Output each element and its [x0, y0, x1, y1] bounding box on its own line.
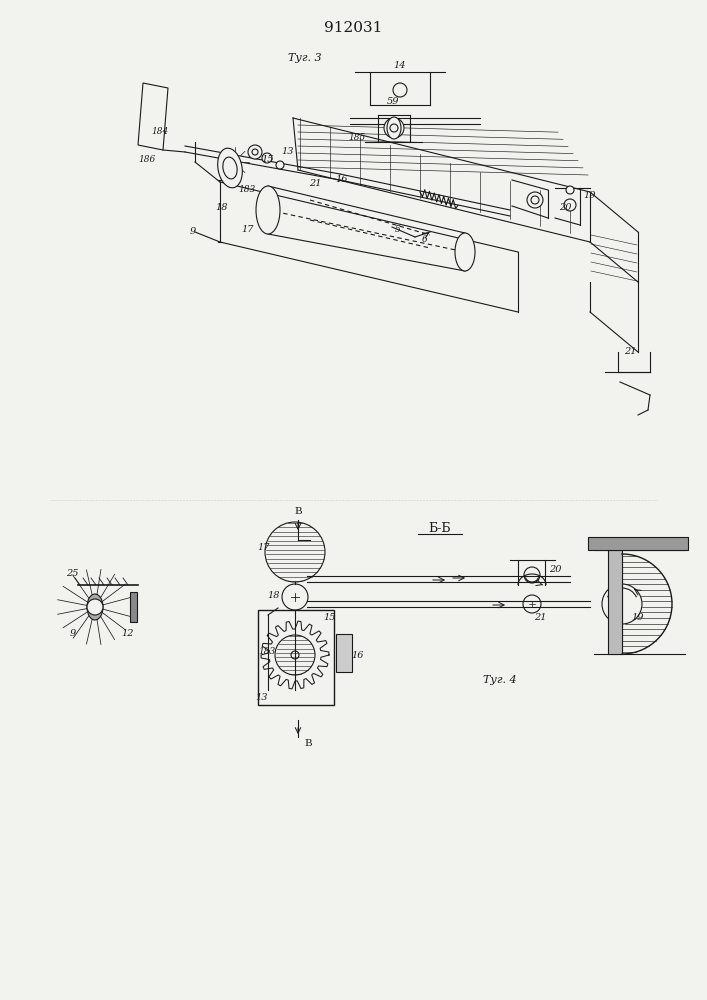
Text: 20: 20 [559, 202, 571, 212]
Circle shape [248, 145, 262, 159]
Circle shape [527, 192, 543, 208]
Polygon shape [138, 83, 168, 150]
Circle shape [390, 124, 398, 132]
Ellipse shape [87, 594, 103, 620]
Circle shape [87, 599, 103, 615]
Text: 15: 15 [324, 613, 337, 622]
Text: Б-Б: Б-Б [428, 522, 451, 534]
Text: 19: 19 [584, 190, 596, 200]
Circle shape [384, 118, 404, 138]
Text: 186: 186 [139, 155, 156, 164]
Text: 9: 9 [190, 228, 196, 236]
Text: Τуг. 4: Τуг. 4 [483, 675, 517, 685]
Text: 18: 18 [216, 202, 228, 212]
Ellipse shape [218, 148, 243, 188]
Text: 12: 12 [122, 629, 134, 638]
Ellipse shape [256, 186, 280, 234]
Bar [258, 610, 334, 705]
Text: В: В [294, 508, 302, 516]
Text: 25: 25 [66, 568, 78, 578]
Circle shape [393, 83, 407, 97]
Text: 6: 6 [422, 235, 428, 244]
Text: 16: 16 [336, 176, 349, 184]
Text: 15: 15 [262, 155, 274, 164]
Text: 17: 17 [242, 226, 255, 234]
Text: 19: 19 [632, 613, 644, 622]
Text: В: В [304, 740, 312, 748]
Text: 16: 16 [352, 650, 364, 660]
Text: 183: 183 [258, 648, 276, 656]
Text: Τуг. 3: Τуг. 3 [288, 53, 322, 63]
Ellipse shape [455, 233, 475, 271]
Bar [588, 537, 688, 550]
Bar [336, 634, 352, 672]
Bar [130, 592, 137, 622]
Circle shape [564, 199, 576, 211]
Text: 912031: 912031 [324, 21, 382, 35]
Bar [608, 550, 622, 654]
Text: 5: 5 [395, 226, 401, 234]
Text: 17: 17 [258, 542, 270, 552]
Circle shape [276, 161, 284, 169]
Text: 184: 184 [151, 127, 169, 136]
Text: 9: 9 [70, 629, 76, 638]
Ellipse shape [223, 157, 237, 179]
Circle shape [531, 196, 539, 204]
Text: 59: 59 [387, 98, 399, 106]
Text: 21: 21 [309, 180, 321, 188]
Circle shape [252, 149, 258, 155]
Text: 21: 21 [624, 348, 636, 357]
Text: 183: 183 [238, 186, 256, 194]
Text: 13: 13 [256, 694, 268, 702]
Text: 18: 18 [268, 590, 280, 599]
Text: 185: 185 [349, 133, 366, 142]
Text: 20: 20 [549, 566, 561, 574]
Ellipse shape [387, 117, 401, 139]
Text: 14: 14 [394, 62, 407, 70]
Text: 13: 13 [282, 147, 294, 156]
Text: 21: 21 [534, 612, 547, 621]
Circle shape [566, 186, 574, 194]
Circle shape [262, 153, 272, 163]
